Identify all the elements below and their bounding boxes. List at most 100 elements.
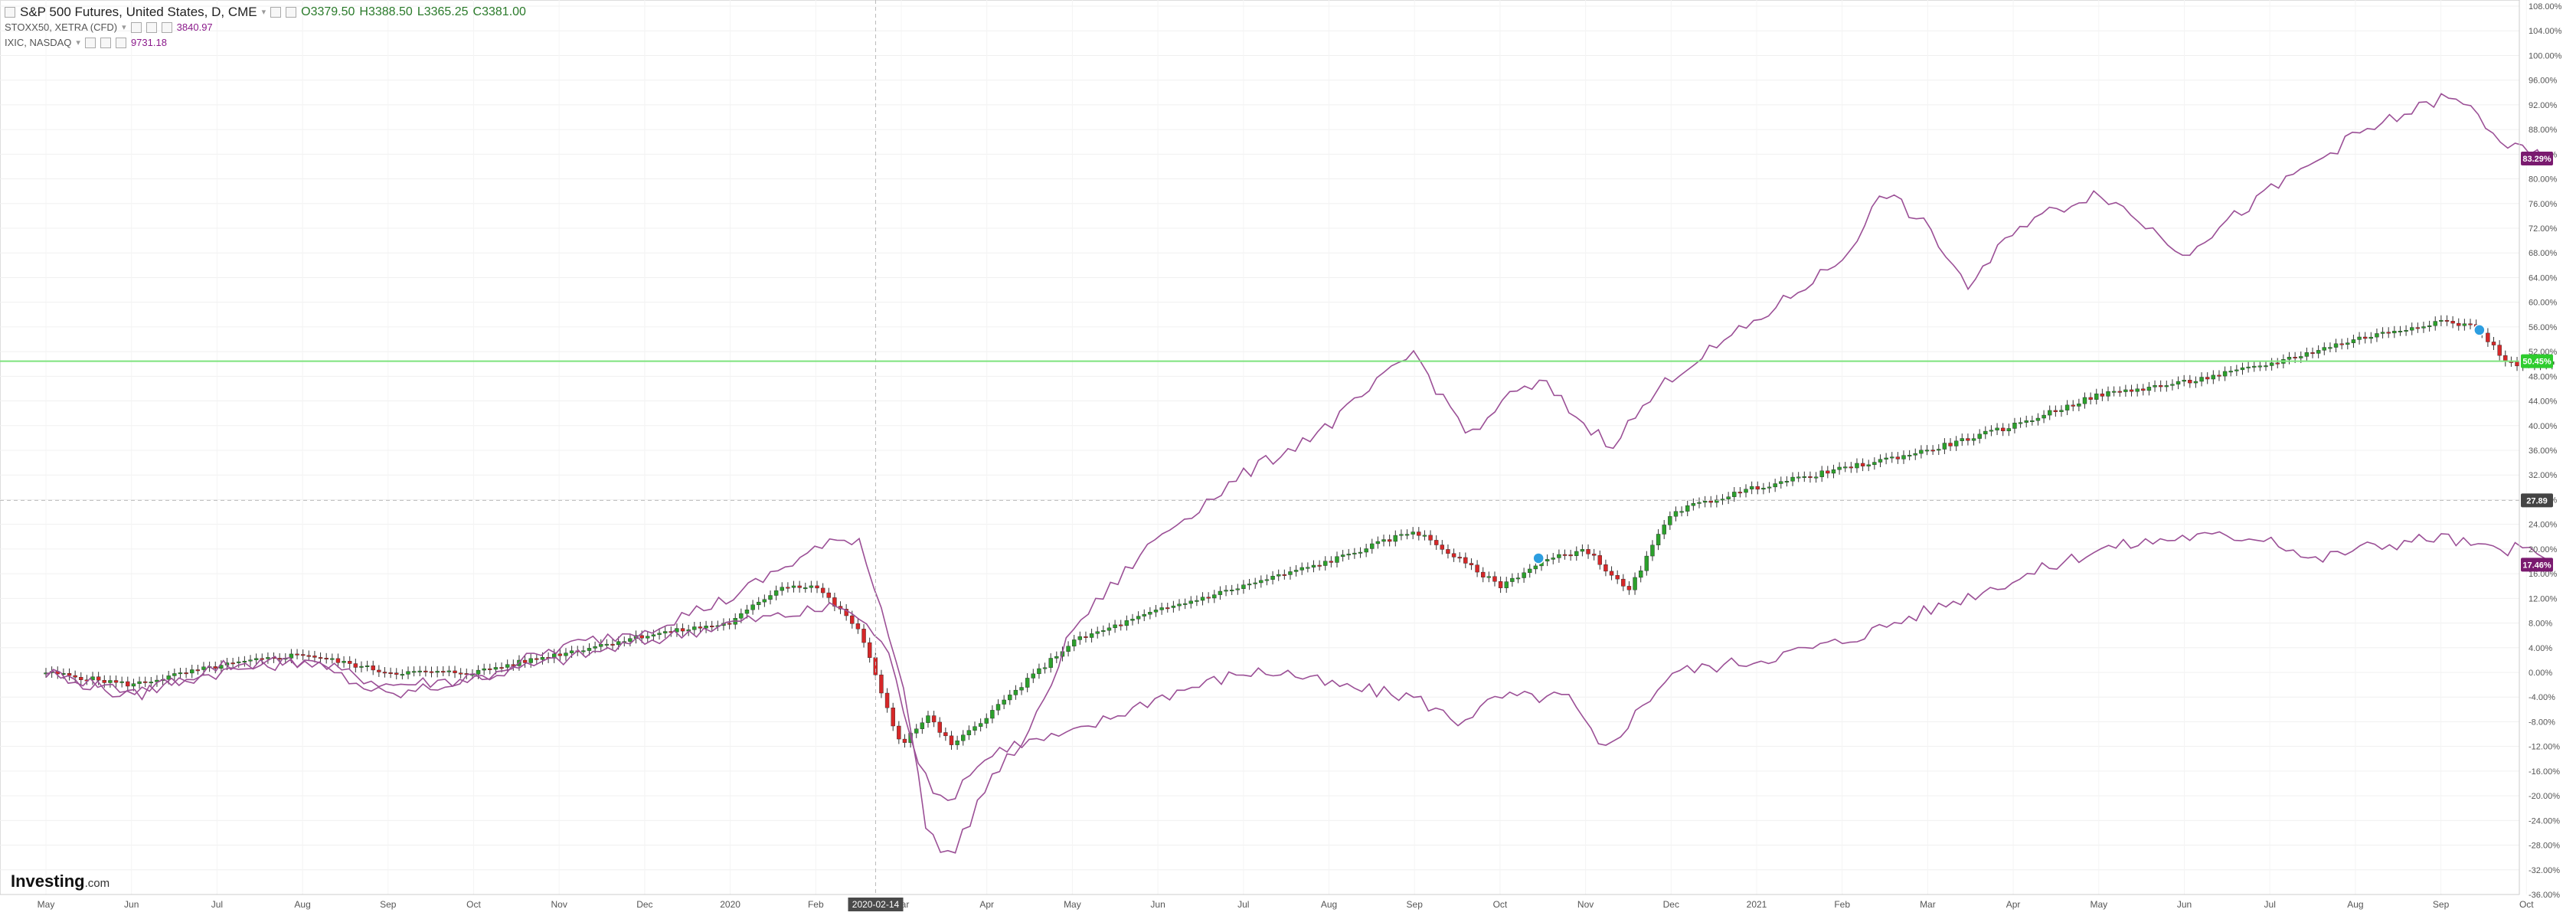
candle-body (569, 650, 574, 653)
candle-body (1071, 639, 1077, 646)
candle-body (1773, 483, 1777, 488)
settings-icon[interactable] (100, 38, 111, 48)
candle-body (1306, 567, 1310, 569)
candle-body (2064, 404, 2070, 410)
candle-body (1557, 554, 1561, 558)
candle-body (1562, 554, 1568, 556)
candle-body (914, 728, 919, 734)
candle-body (1159, 607, 1164, 610)
candle-body (1603, 564, 1608, 572)
eye-icon[interactable] (130, 22, 142, 33)
candle-body (201, 666, 206, 670)
candle-body (295, 653, 299, 656)
investing-logo[interactable]: Investing.com (11, 872, 110, 891)
candle-body (1510, 577, 1515, 582)
y-tick-label: 16.00% (2529, 570, 2558, 579)
candle-body (698, 626, 703, 629)
candle-body (1626, 586, 1632, 590)
candle-body (2368, 336, 2374, 339)
candle-body (1802, 476, 1807, 478)
candle-body (564, 652, 568, 656)
candle-body (1545, 559, 1550, 561)
candle-body (540, 657, 545, 660)
candle-body (768, 595, 773, 600)
candle-body (388, 672, 393, 674)
candle-body (2182, 380, 2186, 382)
candle-body (1119, 624, 1123, 626)
chevron-down-icon[interactable]: ▾ (76, 38, 80, 47)
eye-icon[interactable] (270, 7, 282, 18)
settings-icon[interactable] (286, 7, 297, 18)
candle-body (1253, 582, 1257, 584)
candle-body (1679, 511, 1684, 513)
candle-body (2380, 332, 2385, 334)
close-icon[interactable] (115, 38, 126, 48)
legend-series2-label: STOXX50, XETRA (CFD) (5, 21, 118, 33)
candle-body (1720, 499, 1725, 501)
candle-body (867, 642, 872, 658)
candle-body (2111, 391, 2117, 393)
candle-body (364, 666, 370, 667)
close-icon[interactable] (161, 22, 172, 33)
candle-body (680, 628, 685, 632)
eye-icon[interactable] (84, 38, 96, 48)
y-tick-label: 40.00% (2529, 422, 2558, 431)
x-tick-label: Dec (636, 899, 652, 910)
event-marker-icon (1532, 552, 1545, 564)
candle-body (178, 672, 183, 675)
settings-icon[interactable] (145, 22, 157, 33)
candle-body (955, 740, 959, 745)
y-tick-label: -8.00% (2529, 718, 2555, 727)
candle-body (2486, 332, 2490, 342)
candle-body (1054, 656, 1059, 659)
candle-body (371, 666, 375, 671)
candle-body (2444, 319, 2450, 322)
candle-body (2082, 397, 2087, 404)
candle-body (2193, 381, 2198, 384)
candle-body (744, 610, 750, 614)
collapse-legend-icon[interactable] (5, 7, 15, 18)
candle-body (1831, 469, 1836, 474)
candle-body (2386, 332, 2391, 334)
candle-body (1953, 440, 1959, 446)
candle-body (2462, 323, 2467, 326)
candle-body (1924, 450, 1930, 452)
candle-body (2048, 410, 2052, 416)
candle-body (1633, 577, 1637, 590)
candle-body (1130, 619, 1135, 621)
candle-body (113, 680, 119, 683)
candle-body (926, 715, 930, 723)
y-tick-label: 44.00% (2529, 397, 2558, 407)
candle-body (342, 661, 346, 663)
candle-body (1528, 568, 1532, 574)
candle-body (411, 671, 417, 673)
x-tick-label: Sep (2433, 899, 2450, 910)
candle-body (2012, 423, 2017, 429)
price-label-text: 83.29% (2522, 155, 2551, 164)
candle-body (704, 626, 708, 629)
candle-body (2450, 321, 2455, 324)
candle-body (593, 646, 597, 649)
candle-body (1574, 551, 1579, 556)
candle-body (2392, 331, 2397, 334)
candle-body (446, 670, 452, 672)
chevron-down-icon[interactable]: ▾ (122, 23, 126, 32)
chevron-down-icon[interactable]: ▾ (261, 8, 266, 17)
y-tick-label: 80.00% (2529, 175, 2558, 185)
candle-body (137, 681, 142, 684)
price-label-text: 17.46% (2522, 561, 2551, 570)
candle-body (1977, 433, 1982, 439)
candle-body (786, 587, 790, 589)
candle-body (599, 643, 603, 647)
candle-body (1358, 551, 1363, 554)
candle-body (1796, 476, 1801, 479)
candle-body (2275, 362, 2280, 365)
candle-body (1813, 476, 1819, 479)
candle-body (1498, 581, 1503, 588)
price-label-box (2521, 493, 2553, 508)
candle-body (2217, 374, 2221, 377)
candle-body (1843, 466, 1848, 469)
candle-body (79, 677, 83, 680)
